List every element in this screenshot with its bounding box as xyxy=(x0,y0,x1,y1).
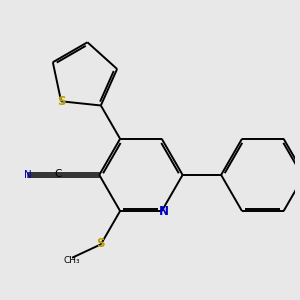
Text: N: N xyxy=(24,170,32,180)
Text: N: N xyxy=(159,205,169,218)
Text: S: S xyxy=(97,237,105,250)
Text: C: C xyxy=(55,169,62,178)
Text: CH₃: CH₃ xyxy=(64,256,80,265)
Text: S: S xyxy=(57,95,65,108)
